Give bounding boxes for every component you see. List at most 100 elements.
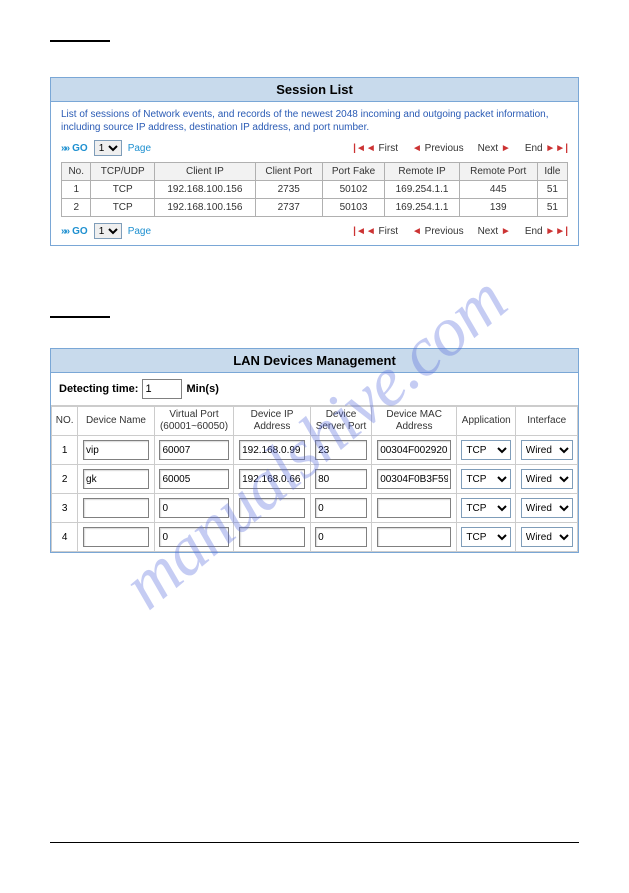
cell: 2 xyxy=(62,199,91,217)
cell: 2737 xyxy=(255,199,322,217)
nav-previous[interactable]: ◄ Previous xyxy=(412,143,464,154)
row-no: 2 xyxy=(52,465,78,494)
server-port-input[interactable] xyxy=(315,527,367,547)
cell: 169.254.1.1 xyxy=(385,181,459,199)
col-proto: TCP/UDP xyxy=(91,163,154,181)
nav-first[interactable]: |◄◄ First xyxy=(353,226,398,237)
device-name-input[interactable] xyxy=(83,527,149,547)
session-list-description: List of sessions of Network events, and … xyxy=(51,102,578,138)
application-select[interactable]: TCP xyxy=(461,527,511,547)
go-label[interactable]: GO xyxy=(72,226,88,237)
application-select[interactable]: TCP xyxy=(461,440,511,460)
interface-select[interactable]: Wired xyxy=(521,498,573,518)
col-interface: Interface xyxy=(516,407,578,436)
row-no: 4 xyxy=(52,523,78,552)
row-no: 3 xyxy=(52,494,78,523)
lan-row: 3 TCP Wired xyxy=(52,494,578,523)
cell: 192.168.100.156 xyxy=(154,181,255,199)
cell: 445 xyxy=(459,181,537,199)
page-label: Page xyxy=(128,143,151,154)
device-ip-input[interactable] xyxy=(239,498,305,518)
col-device-ip: Device IP Address xyxy=(234,407,310,436)
nav-next[interactable]: Next ► xyxy=(478,143,511,154)
cell: TCP xyxy=(91,181,154,199)
nav-end[interactable]: End ►►| xyxy=(525,143,568,154)
table-row: 1 TCP 192.168.100.156 2735 50102 169.254… xyxy=(62,181,568,199)
go-label[interactable]: GO xyxy=(72,143,88,154)
col-no: NO. xyxy=(52,407,78,436)
device-ip-input[interactable] xyxy=(239,469,305,489)
session-header-row: No. TCP/UDP Client IP Client Port Port F… xyxy=(62,163,568,181)
cell: 169.254.1.1 xyxy=(385,199,459,217)
virtual-port-input[interactable] xyxy=(159,440,228,460)
section-rule-1 xyxy=(50,40,110,42)
cell: 2735 xyxy=(255,181,322,199)
interface-select[interactable]: Wired xyxy=(521,469,573,489)
cell: 51 xyxy=(537,181,567,199)
col-remote-port: Remote Port xyxy=(459,163,537,181)
virtual-port-input[interactable] xyxy=(159,527,228,547)
row-no: 1 xyxy=(52,436,78,465)
virtual-port-input[interactable] xyxy=(159,498,228,518)
device-name-input[interactable] xyxy=(83,440,149,460)
application-select[interactable]: TCP xyxy=(461,469,511,489)
col-no: No. xyxy=(62,163,91,181)
cell: 1 xyxy=(62,181,91,199)
server-port-input[interactable] xyxy=(315,469,367,489)
lan-row: 2 TCP Wired xyxy=(52,465,578,494)
col-client-port: Client Port xyxy=(255,163,322,181)
mac-input[interactable] xyxy=(377,527,451,547)
device-name-input[interactable] xyxy=(83,498,149,518)
interface-select[interactable]: Wired xyxy=(521,527,573,547)
col-server-port: Device Server Port xyxy=(310,407,372,436)
col-idle: Idle xyxy=(537,163,567,181)
lan-row: 4 TCP Wired xyxy=(52,523,578,552)
device-ip-input[interactable] xyxy=(239,440,305,460)
col-remote-ip: Remote IP xyxy=(385,163,459,181)
col-application: Application xyxy=(457,407,516,436)
device-ip-input[interactable] xyxy=(239,527,305,547)
server-port-input[interactable] xyxy=(315,440,367,460)
lan-header-row: NO. Device Name Virtual Port (60001~6005… xyxy=(52,407,578,436)
page-select[interactable]: 1 xyxy=(94,223,122,239)
col-client-ip: Client IP xyxy=(154,163,255,181)
nav-previous[interactable]: ◄ Previous xyxy=(412,226,464,237)
go-icon: »» xyxy=(61,143,68,154)
cell: TCP xyxy=(91,199,154,217)
server-port-input[interactable] xyxy=(315,498,367,518)
col-device-name: Device Name xyxy=(78,407,154,436)
cell: 51 xyxy=(537,199,567,217)
session-list-title: Session List xyxy=(51,78,578,102)
cell: 139 xyxy=(459,199,537,217)
col-virtual-port: Virtual Port (60001~60050) xyxy=(154,407,234,436)
detecting-time-label: Detecting time: xyxy=(59,383,138,395)
page-label: Page xyxy=(128,226,151,237)
col-mac-address: Device MAC Address xyxy=(372,407,457,436)
nav-end[interactable]: End ►►| xyxy=(525,226,568,237)
device-name-input[interactable] xyxy=(83,469,149,489)
cell: 50103 xyxy=(322,199,385,217)
page-select[interactable]: 1 xyxy=(94,140,122,156)
lan-row: 1 TCP Wired xyxy=(52,436,578,465)
table-row: 2 TCP 192.168.100.156 2737 50103 169.254… xyxy=(62,199,568,217)
mac-input[interactable] xyxy=(377,498,451,518)
cell: 192.168.100.156 xyxy=(154,199,255,217)
interface-select[interactable]: Wired xyxy=(521,440,573,460)
virtual-port-input[interactable] xyxy=(159,469,228,489)
col-port-fake: Port Fake xyxy=(322,163,385,181)
lan-table: NO. Device Name Virtual Port (60001~6005… xyxy=(51,406,578,552)
lan-devices-panel: LAN Devices Management Detecting time: M… xyxy=(50,348,579,553)
nav-next[interactable]: Next ► xyxy=(478,226,511,237)
mac-input[interactable] xyxy=(377,469,451,489)
cell: 50102 xyxy=(322,181,385,199)
lan-title: LAN Devices Management xyxy=(51,349,578,373)
detecting-time-unit: Min(s) xyxy=(186,383,218,395)
application-select[interactable]: TCP xyxy=(461,498,511,518)
session-nav-bottom: »» GO 1 Page |◄◄ First ◄ Previous Next ►… xyxy=(51,221,578,245)
mac-input[interactable] xyxy=(377,440,451,460)
detecting-time-input[interactable] xyxy=(142,379,182,399)
section-rule-2 xyxy=(50,316,110,318)
session-table: No. TCP/UDP Client IP Client Port Port F… xyxy=(61,162,568,217)
nav-first[interactable]: |◄◄ First xyxy=(353,143,398,154)
session-list-panel: Session List List of sessions of Network… xyxy=(50,77,579,246)
